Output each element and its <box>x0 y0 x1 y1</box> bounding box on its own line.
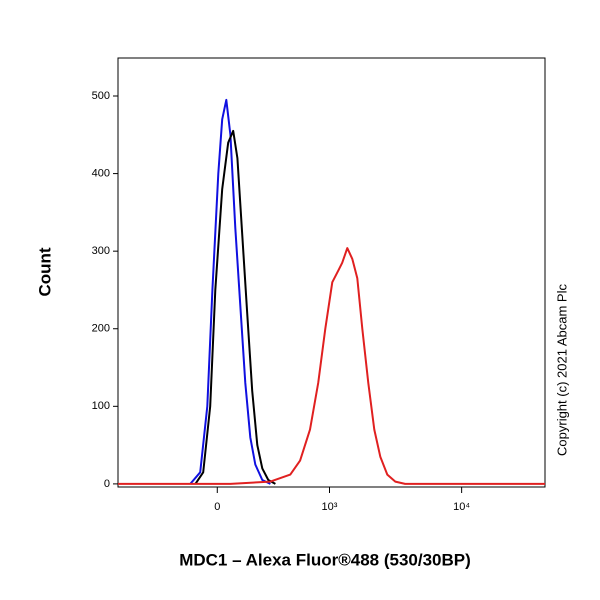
plot-frame <box>117 57 546 488</box>
histogram-line <box>194 129 276 485</box>
y-tick-label: 100 <box>92 400 110 412</box>
y-axis-title: Count <box>35 247 54 296</box>
copyright: Copyright (c) 2021 Abcam Plc <box>554 284 569 456</box>
x-axis-title: MDC1 – Alexa Fluor®488 (530/30BP) <box>179 550 471 569</box>
y-tick-label: 0 <box>104 478 110 490</box>
x-tick-label: 10⁴ <box>453 501 470 513</box>
histogram-line <box>189 98 271 485</box>
y-tick-label: 400 <box>92 167 110 179</box>
y-tick-label: 300 <box>92 245 110 257</box>
histogram-line <box>118 247 545 485</box>
x-tick-label: 0 <box>214 501 220 513</box>
x-tick-label: 10³ <box>322 501 338 513</box>
y-tick-label: 500 <box>92 90 110 102</box>
y-tick-label: 200 <box>92 323 110 335</box>
